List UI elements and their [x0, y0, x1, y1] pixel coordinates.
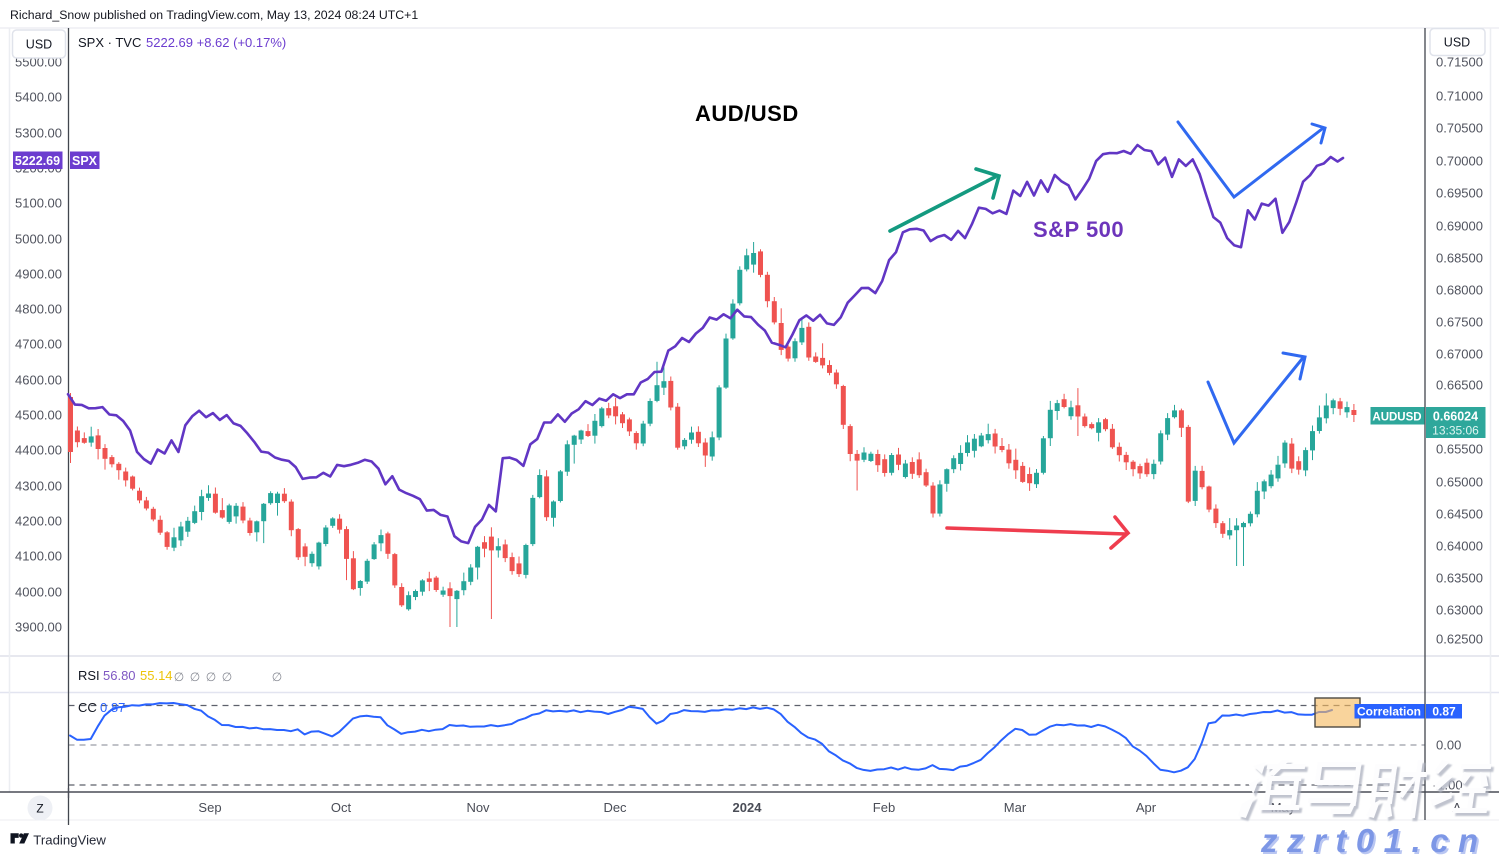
svg-text:5222.69: 5222.69 [15, 154, 60, 168]
svg-text:USD: USD [26, 38, 52, 52]
svg-text:USD: USD [1444, 36, 1470, 50]
svg-text:TradingView: TradingView [33, 833, 106, 848]
svg-text:0.68500: 0.68500 [1436, 251, 1483, 266]
svg-text:0.65500: 0.65500 [1436, 442, 1483, 457]
svg-text:0.70500: 0.70500 [1436, 121, 1483, 136]
svg-text:4400.00: 4400.00 [15, 443, 62, 458]
svg-text:0.64000: 0.64000 [1436, 539, 1483, 554]
svg-text:4600.00: 4600.00 [15, 373, 62, 388]
svg-text:Feb: Feb [873, 800, 895, 815]
svg-text:0.63500: 0.63500 [1436, 571, 1483, 586]
svg-text:0.66500: 0.66500 [1436, 378, 1483, 393]
svg-text:0.69000: 0.69000 [1436, 219, 1483, 234]
svg-text:0.87: 0.87 [1432, 705, 1456, 719]
svg-text:4900.00: 4900.00 [15, 267, 62, 282]
svg-text:0.87: 0.87 [100, 700, 125, 715]
svg-text:0.70000: 0.70000 [1436, 154, 1483, 169]
svg-text:zzrt01.cn: zzrt01.cn [1260, 822, 1488, 857]
svg-text:0.69500: 0.69500 [1436, 186, 1483, 201]
svg-text:0.71500: 0.71500 [1436, 55, 1483, 70]
svg-text:∅: ∅ [206, 670, 216, 684]
svg-text:0.62500: 0.62500 [1436, 632, 1483, 647]
svg-text:Sep: Sep [198, 800, 221, 815]
svg-text:2024: 2024 [733, 800, 763, 815]
svg-text:55.14: 55.14 [140, 668, 173, 683]
svg-text:4500.00: 4500.00 [15, 408, 62, 423]
svg-text:4200.00: 4200.00 [15, 514, 62, 529]
svg-text:Mar: Mar [1004, 800, 1027, 815]
svg-text:Oct: Oct [331, 800, 352, 815]
svg-text:SPX: SPX [72, 154, 98, 168]
svg-text:Dec: Dec [603, 800, 627, 815]
svg-text:3900.00: 3900.00 [15, 620, 62, 635]
svg-text:0.68000: 0.68000 [1436, 283, 1483, 298]
svg-text:0.63000: 0.63000 [1436, 603, 1483, 618]
svg-text:∅: ∅ [222, 670, 232, 684]
svg-text:Nov: Nov [466, 800, 490, 815]
svg-text:Z: Z [36, 802, 43, 816]
svg-text:4100.00: 4100.00 [15, 549, 62, 564]
svg-text:zzrt01.cn: zzrt01.cn [1262, 824, 1490, 857]
svg-text:5000.00: 5000.00 [15, 232, 62, 247]
svg-text:∅: ∅ [272, 670, 282, 684]
svg-text:0.00: 0.00 [1436, 738, 1461, 753]
svg-text:0.67000: 0.67000 [1436, 347, 1483, 362]
svg-text:Correlation: Correlation [1357, 705, 1421, 719]
svg-text:4300.00: 4300.00 [15, 479, 62, 494]
svg-text:4700.00: 4700.00 [15, 337, 62, 352]
svg-text:5400.00: 5400.00 [15, 90, 62, 105]
svg-text:S&P 500: S&P 500 [1033, 217, 1124, 242]
svg-text:SPX · TVC: SPX · TVC [78, 35, 141, 50]
svg-text:0.66024: 0.66024 [1433, 410, 1478, 424]
svg-text:5222.69 +8.62 (+0.17%): 5222.69 +8.62 (+0.17%) [146, 35, 286, 50]
svg-text:0.64500: 0.64500 [1436, 507, 1483, 522]
svg-text:5100.00: 5100.00 [15, 196, 62, 211]
svg-text:0.65000: 0.65000 [1436, 475, 1483, 490]
svg-text:4800.00: 4800.00 [15, 302, 62, 317]
svg-text:AUD/USD: AUD/USD [695, 101, 799, 126]
svg-text:Richard_Snow published on Trad: Richard_Snow published on TradingView.co… [10, 8, 418, 22]
svg-text:13:35:06: 13:35:06 [1432, 424, 1479, 438]
svg-text:A: A [1453, 800, 1462, 815]
svg-text:AUDUSD: AUDUSD [1372, 412, 1421, 424]
svg-text:RSI: RSI [78, 668, 100, 683]
svg-text:0.67500: 0.67500 [1436, 315, 1483, 330]
svg-text:0.71000: 0.71000 [1436, 89, 1483, 104]
svg-text:∅: ∅ [190, 670, 200, 684]
svg-text:56.80: 56.80 [103, 668, 136, 683]
svg-text:5300.00: 5300.00 [15, 126, 62, 141]
svg-text:∅: ∅ [174, 670, 184, 684]
svg-text:CC: CC [78, 700, 97, 715]
svg-text:Apr: Apr [1136, 800, 1157, 815]
svg-text:4000.00: 4000.00 [15, 585, 62, 600]
